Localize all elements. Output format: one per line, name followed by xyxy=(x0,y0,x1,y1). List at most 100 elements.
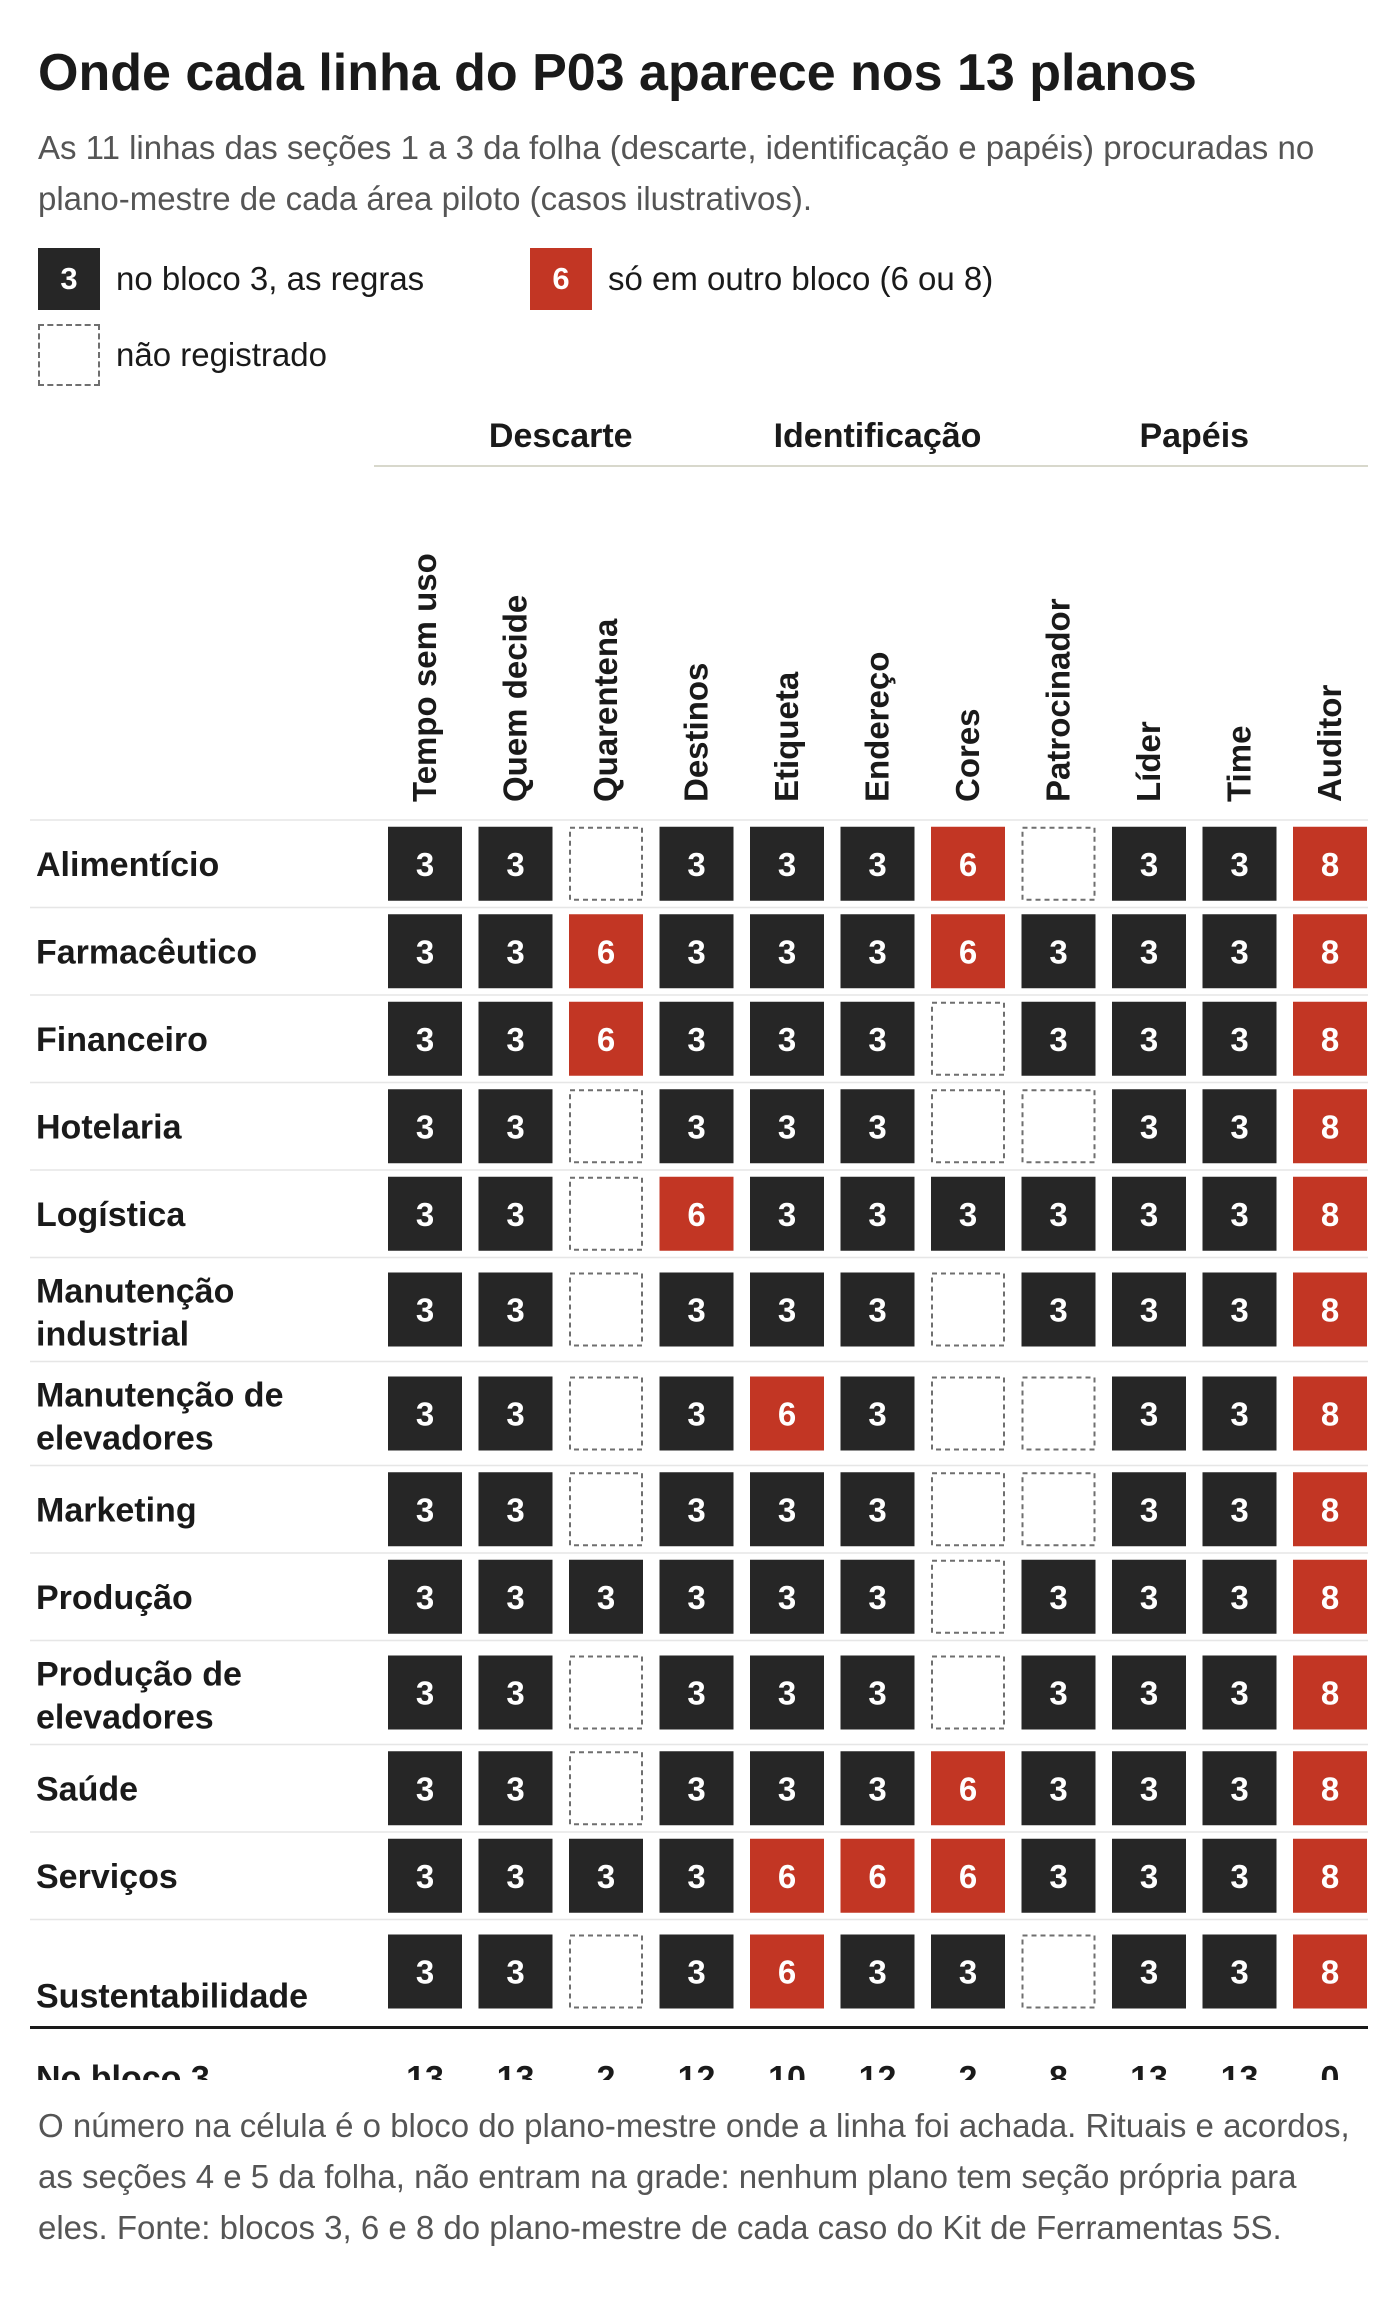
cell-producao-de-elevadores-time-value: 3 xyxy=(1230,1675,1248,1712)
row-label-producao-de-elevadores: Produção de elevadores xyxy=(36,1656,242,1737)
cell-marketing-time-value: 3 xyxy=(1230,1491,1248,1528)
cell-saude-auditor xyxy=(1293,1751,1367,1826)
cell-manutencao-de-elevadores-endereco-value: 3 xyxy=(868,1396,886,1433)
group-header-papeis: Papéis xyxy=(1139,417,1249,455)
cell-alimenticio-quem-decide xyxy=(478,826,553,901)
cell-sustentabilidade-auditor-value: 8 xyxy=(1321,1954,1339,1991)
cell-financeiro-destinos-value: 3 xyxy=(687,1021,705,1058)
cell-logistica-cores xyxy=(931,1176,1005,1251)
cell-producao-destinos-value: 3 xyxy=(687,1579,705,1616)
cell-farmaceutico-quarentena xyxy=(569,914,643,989)
cell-saude-quem-decide-value: 3 xyxy=(506,1770,524,1807)
cell-manutencao-industrial-etiqueta-value: 3 xyxy=(778,1292,796,1329)
cell-servicos-quarentena xyxy=(569,1838,643,1913)
cell-manutencao-de-elevadores-quem-decide-value: 3 xyxy=(506,1396,524,1433)
column-header-tempo-sem-uso: Tempo sem uso xyxy=(406,553,443,802)
footnote: O número na célula é o bloco do plano-me… xyxy=(38,2107,1350,2246)
cell-producao-de-elevadores-endereco xyxy=(840,1655,915,1730)
cell-servicos-etiqueta xyxy=(750,1838,824,1913)
cell-logistica-lider xyxy=(1112,1176,1186,1251)
cell-logistica-time xyxy=(1202,1176,1277,1251)
cell-sustentabilidade-destinos xyxy=(659,1934,734,2009)
cell-sustentabilidade-quem-decide xyxy=(478,1934,553,2009)
cell-manutencao-de-elevadores-lider xyxy=(1112,1376,1186,1451)
cell-financeiro-quarentena xyxy=(569,1001,643,1076)
cell-manutencao-de-elevadores-cores xyxy=(931,1376,1005,1451)
cell-logistica-quarentena xyxy=(569,1176,643,1251)
cell-hotelaria-quem-decide-value: 3 xyxy=(506,1108,524,1145)
cell-manutencao-de-elevadores-patrocinador xyxy=(1021,1376,1096,1451)
cell-farmaceutico-quarentena-value: 6 xyxy=(597,933,615,970)
cell-saude-lider xyxy=(1112,1751,1186,1826)
cell-producao-patrocinador xyxy=(1021,1559,1096,1634)
cell-producao-lider-value: 3 xyxy=(1140,1579,1158,1616)
cell-hotelaria-tempo-sem-uso xyxy=(388,1089,462,1164)
cell-producao-de-elevadores-lider xyxy=(1112,1655,1186,1730)
cell-marketing-quem-decide xyxy=(478,1472,553,1547)
cell-alimenticio-lider xyxy=(1112,826,1186,901)
total-value-time: 13 xyxy=(1221,2060,1259,2081)
cell-alimenticio-time-value: 3 xyxy=(1230,846,1248,883)
cell-manutencao-industrial-time xyxy=(1202,1272,1277,1347)
cell-producao-tempo-sem-uso-value: 3 xyxy=(416,1579,434,1616)
cell-farmaceutico-etiqueta xyxy=(750,914,824,989)
cell-servicos-cores-value: 6 xyxy=(959,1858,977,1895)
cell-servicos-cores xyxy=(931,1838,1005,1913)
total-value-tempo-sem-uso: 13 xyxy=(406,2060,444,2081)
cell-sustentabilidade-lider xyxy=(1112,1934,1186,2009)
legend-item-other-block: 6 só em outro bloco (6 ou 8) xyxy=(530,248,993,310)
cell-sustentabilidade-etiqueta-value: 6 xyxy=(778,1954,796,1991)
cell-saude-etiqueta xyxy=(750,1751,824,1826)
cell-manutencao-de-elevadores-etiqueta-value: 6 xyxy=(778,1396,796,1433)
cell-logistica-auditor xyxy=(1293,1176,1367,1251)
row-label-manutencao-industrial: Manutenção industrial xyxy=(36,1273,234,1354)
cell-farmaceutico-lider-value: 3 xyxy=(1140,933,1158,970)
cell-manutencao-de-elevadores-lider-value: 3 xyxy=(1140,1396,1158,1433)
cell-manutencao-industrial-quarentena xyxy=(569,1272,643,1347)
cell-alimenticio-endereco xyxy=(840,826,915,901)
cell-farmaceutico-auditor-value: 8 xyxy=(1321,933,1339,970)
cell-saude-tempo-sem-uso-value: 3 xyxy=(416,1770,434,1807)
cell-hotelaria-destinos xyxy=(659,1089,734,1164)
cell-farmaceutico-tempo-sem-uso xyxy=(388,914,462,989)
cell-saude-lider-value: 3 xyxy=(1140,1770,1158,1807)
total-value-auditor: 0 xyxy=(1321,2060,1340,2081)
cell-financeiro-patrocinador xyxy=(1021,1001,1096,1076)
cell-saude-quem-decide xyxy=(478,1751,553,1826)
cell-logistica-patrocinador xyxy=(1021,1176,1096,1251)
cell-farmaceutico-time xyxy=(1202,914,1277,989)
cell-logistica-endereco-value: 3 xyxy=(868,1196,886,1233)
cell-manutencao-industrial-destinos-value: 3 xyxy=(687,1292,705,1329)
cell-producao-de-elevadores-cores xyxy=(931,1655,1005,1730)
cell-manutencao-industrial-tempo-sem-uso-value: 3 xyxy=(416,1292,434,1329)
cell-financeiro-patrocinador-value: 3 xyxy=(1049,1021,1067,1058)
cell-alimenticio-etiqueta-value: 3 xyxy=(778,846,796,883)
cell-servicos-patrocinador-value: 3 xyxy=(1049,1858,1067,1895)
cell-producao-quem-decide xyxy=(478,1559,553,1634)
cell-farmaceutico-quem-decide-value: 3 xyxy=(506,933,524,970)
cell-financeiro-auditor-value: 8 xyxy=(1321,1021,1339,1058)
cell-producao-de-elevadores-lider-value: 3 xyxy=(1140,1675,1158,1712)
cell-financeiro-destinos xyxy=(659,1001,734,1076)
cell-financeiro-quarentena-value: 6 xyxy=(597,1021,615,1058)
cell-manutencao-industrial-patrocinador-value: 3 xyxy=(1049,1292,1067,1329)
cell-producao-auditor xyxy=(1293,1559,1367,1634)
cell-hotelaria-patrocinador xyxy=(1021,1089,1096,1164)
cell-producao-de-elevadores-auditor xyxy=(1293,1655,1367,1730)
cell-marketing-tempo-sem-uso xyxy=(388,1472,462,1547)
cell-producao-time xyxy=(1202,1559,1277,1634)
cell-hotelaria-etiqueta-value: 3 xyxy=(778,1108,796,1145)
cell-saude-endereco-value: 3 xyxy=(868,1770,886,1807)
cell-manutencao-industrial-quem-decide-value: 3 xyxy=(506,1292,524,1329)
row-label-manutencao-de-elevadores: Manutenção de elevadores xyxy=(36,1377,283,1458)
cell-logistica-patrocinador-value: 3 xyxy=(1049,1196,1067,1233)
cell-marketing-time xyxy=(1202,1472,1277,1547)
row-label-servicos: Serviços xyxy=(36,1858,178,1896)
cell-financeiro-quem-decide xyxy=(478,1001,553,1076)
cell-sustentabilidade-tempo-sem-uso-value: 3 xyxy=(416,1954,434,1991)
legend-label-other-block: só em outro bloco (6 ou 8) xyxy=(608,260,994,297)
cell-financeiro-etiqueta-value: 3 xyxy=(778,1021,796,1058)
cell-saude-destinos xyxy=(659,1751,734,1826)
cell-producao-de-elevadores-patrocinador xyxy=(1021,1655,1096,1730)
cell-alimenticio-tempo-sem-uso-value: 3 xyxy=(416,846,434,883)
